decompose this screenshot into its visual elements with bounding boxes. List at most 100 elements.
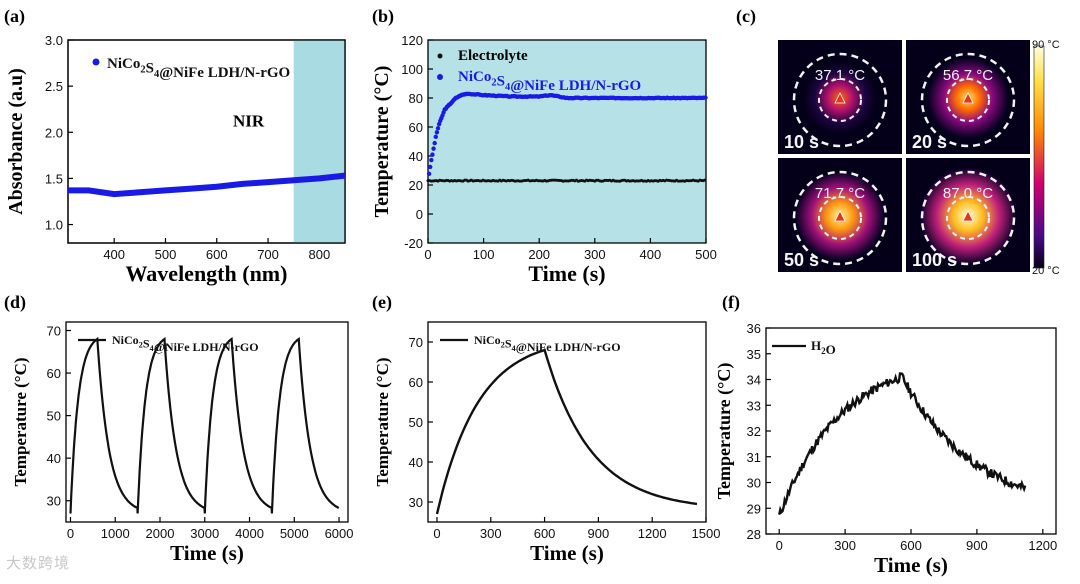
x-tick-label: 800 bbox=[309, 247, 331, 262]
y-tick-label: 1.0 bbox=[45, 218, 63, 233]
series-line bbox=[435, 348, 698, 515]
series-line bbox=[778, 372, 1027, 515]
x-tick-label: 1200 bbox=[1028, 538, 1057, 553]
y-axis-label: Temperature (°C) bbox=[11, 357, 30, 486]
x-tick-label: 1200 bbox=[638, 526, 667, 541]
panel-d: 0 1000 2000 3000 4000 5000 6000 30 40 50 60 70 Time … bbox=[4, 292, 354, 565]
marker-triangle bbox=[962, 92, 974, 104]
x-tick-label: 0 bbox=[776, 538, 783, 553]
y-tick-label: 80 bbox=[409, 91, 423, 106]
y-tick-label: 30 bbox=[47, 494, 61, 509]
frame-temperature: 87.0 °C bbox=[943, 185, 993, 202]
panel-c: (c) 37.1 °C 10 s 56.7 °C 20 s 71.7 °C 50 s 87.0… bbox=[736, 6, 1060, 277]
y-tick-label: 70 bbox=[47, 324, 61, 339]
legend-label: NiCo2S4@NiFe LDH/N-rGO bbox=[474, 333, 621, 354]
marker-triangle bbox=[834, 210, 846, 222]
y-tick-label: 40 bbox=[47, 451, 61, 466]
x-axis-label: Time (s) bbox=[170, 541, 244, 565]
y-tick-label: 100 bbox=[401, 62, 423, 77]
panel-label: (a) bbox=[4, 6, 25, 27]
thermal-frame: 87.0 °C 100 s bbox=[906, 158, 1030, 272]
x-tick-label: 2000 bbox=[146, 526, 175, 541]
x-tick-label: 500 bbox=[695, 247, 717, 262]
sample-point bbox=[433, 134, 438, 140]
x-tick-label: 5000 bbox=[280, 526, 309, 541]
x-tick-label: 6000 bbox=[325, 526, 354, 541]
x-tick-label: 400 bbox=[103, 247, 125, 262]
marker-triangle bbox=[962, 210, 974, 222]
y-tick-label: 2.5 bbox=[45, 79, 63, 94]
nir-band bbox=[293, 40, 345, 243]
x-tick-label: 4000 bbox=[235, 526, 264, 541]
x-tick-label: 900 bbox=[588, 526, 610, 541]
series-line bbox=[68, 172, 346, 198]
panel-label: (e) bbox=[372, 292, 392, 313]
legend-label-sample: NiCo2S4@NiFe LDH/N-rGO bbox=[458, 69, 641, 94]
y-axis-label: Temperature (°C) bbox=[371, 66, 393, 218]
frame-time: 10 s bbox=[784, 132, 819, 152]
x-tick-label: 900 bbox=[966, 538, 988, 553]
outer-dashed-ring bbox=[920, 170, 1016, 266]
y-tick-label: 70 bbox=[409, 335, 423, 350]
y-tick-label: 50 bbox=[47, 409, 61, 424]
y-tick-label: 0 bbox=[416, 207, 423, 222]
sample-point bbox=[428, 164, 433, 170]
y-tick-label: 32 bbox=[747, 424, 761, 439]
plot-frame bbox=[65, 321, 349, 523]
sample-point bbox=[434, 130, 440, 135]
y-tick-label: 1.5 bbox=[45, 171, 63, 186]
x-axis-label: Time (s) bbox=[874, 553, 948, 577]
x-tick-label: 0 bbox=[67, 526, 74, 541]
thermal-frame: 56.7 °C 20 s bbox=[906, 40, 1030, 154]
x-tick-label: 600 bbox=[900, 538, 922, 553]
outer-dashed-ring bbox=[792, 52, 888, 148]
y-axis-label: Temperature (°C) bbox=[714, 363, 735, 500]
legend-marker bbox=[92, 58, 100, 66]
y-tick-label: 34 bbox=[747, 373, 761, 388]
sample-point bbox=[431, 146, 436, 151]
outer-dashed-ring bbox=[920, 52, 1016, 148]
panel-label: (f) bbox=[722, 292, 740, 313]
series-line bbox=[69, 336, 340, 514]
x-tick-label: 500 bbox=[155, 247, 177, 262]
y-tick-label: 20 bbox=[409, 178, 423, 193]
frame-temperature: 37.1 °C bbox=[815, 67, 865, 84]
x-tick-label: 600 bbox=[534, 526, 556, 541]
sample-point bbox=[426, 171, 432, 177]
x-axis-label: Wavelength (nm) bbox=[126, 261, 288, 286]
y-tick-label: 28 bbox=[747, 527, 761, 542]
watermark: 大数跨境 bbox=[6, 554, 71, 572]
y-tick-label: 50 bbox=[409, 415, 423, 430]
y-tick-label: 60 bbox=[409, 375, 423, 390]
x-tick-label: 700 bbox=[257, 247, 279, 262]
plot-background bbox=[428, 40, 706, 243]
y-tick-label: 36 bbox=[747, 321, 761, 336]
thermal-frame: 71.7 °C 50 s bbox=[778, 158, 902, 272]
y-tick-label: 31 bbox=[747, 450, 761, 465]
y-tick-label: 120 bbox=[401, 33, 423, 48]
colorbar-min: 20 °C bbox=[1032, 265, 1060, 277]
x-axis-label: Time (s) bbox=[530, 541, 604, 565]
plot-frame-top bbox=[67, 39, 346, 244]
panel-label: (d) bbox=[4, 292, 26, 313]
y-tick-label: 30 bbox=[747, 476, 761, 491]
x-tick-label: 300 bbox=[584, 247, 606, 262]
x-tick-label: 100 bbox=[473, 247, 495, 262]
electrolyte-point bbox=[703, 178, 707, 182]
x-tick-label: 400 bbox=[640, 247, 662, 262]
inner-dashed-ring bbox=[946, 196, 990, 240]
thermal-frame: 37.1 °C 10 s bbox=[778, 40, 902, 154]
x-tick-label: 1000 bbox=[101, 526, 130, 541]
marker-triangle bbox=[834, 92, 846, 104]
x-tick-label: 200 bbox=[528, 247, 550, 262]
frame-time: 100 s bbox=[912, 250, 957, 270]
panel-f: 0 300 600 900 1200 28 29 30 31 32 33 34 35 36 Time (s)… bbox=[714, 292, 1057, 577]
y-tick-label: -20 bbox=[404, 236, 423, 251]
panel-a: 400 500 600 700 800 1.0 1.5 2.0 2.5 3.0 Wavelength… bbox=[4, 6, 346, 286]
inner-dashed-ring bbox=[946, 78, 990, 122]
colorbar bbox=[1033, 45, 1045, 269]
y-tick-label: 2.0 bbox=[45, 125, 63, 140]
sample-point bbox=[435, 126, 441, 131]
